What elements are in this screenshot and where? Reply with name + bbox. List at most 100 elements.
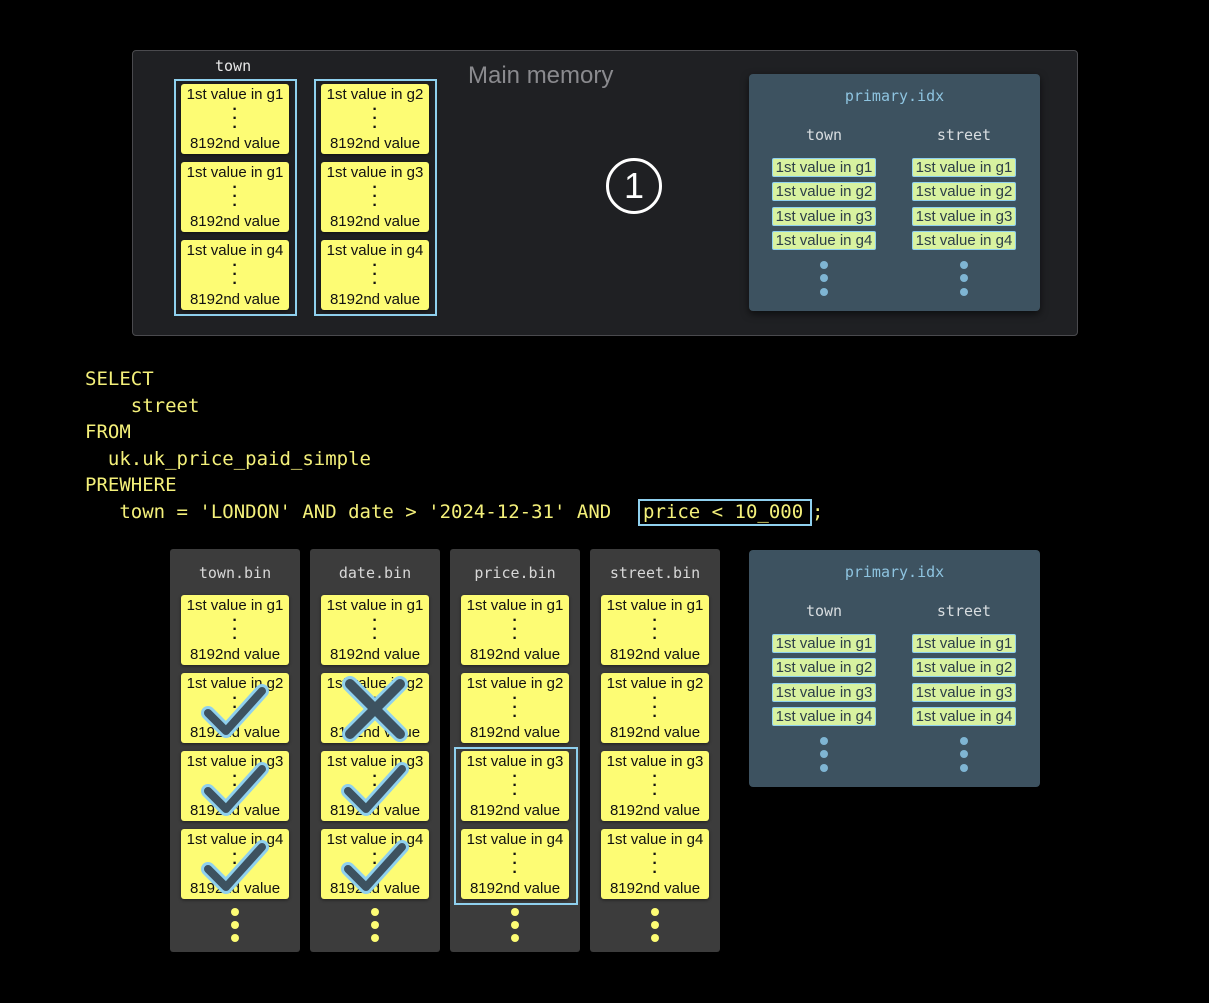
step-number: 1 [606, 158, 662, 214]
index-mark: 1st value in g3 [772, 207, 876, 226]
granule-card: 1st value in g3 · · · 8192nd value [321, 751, 429, 821]
first-value: 1st value in g3 [606, 753, 704, 770]
last-value: 8192nd value [189, 135, 281, 152]
vertical-ellipsis: · · · [372, 101, 378, 136]
last-value: 8192nd value [609, 724, 701, 741]
index-mark: 1st value in g2 [772, 182, 876, 201]
ellipsis-dot [231, 934, 239, 942]
index-mark: 1st value in g2 [912, 658, 1016, 677]
ellipsis-dot [960, 764, 968, 772]
granule-card: 1st value in g1 · · · 8192nd value [181, 84, 289, 154]
index-mark: 1st value in g2 [772, 658, 876, 677]
sql-price-filter: price < 10_000 [643, 501, 804, 523]
ellipsis-dot [820, 261, 828, 269]
vertical-ellipsis: · · · [652, 846, 658, 881]
primary-index-title: primary.idx [844, 87, 945, 105]
vertical-ellipsis: · · · [372, 690, 378, 725]
first-value: 1st value in g4 [186, 242, 284, 259]
first-value: 1st value in g2 [466, 675, 564, 692]
sql-line: street [85, 394, 200, 417]
ellipsis-dot [231, 908, 239, 916]
ellipsis-dot [651, 908, 659, 916]
column-file-title: street.bin [609, 564, 701, 582]
column-file-title: town.bin [198, 564, 272, 582]
last-value: 8192nd value [189, 646, 281, 663]
index-column-header: street [936, 126, 992, 144]
vertical-ellipsis: · · · [652, 768, 658, 803]
first-value: 1st value in g1 [186, 597, 284, 614]
index-mark: 1st value in g1 [912, 158, 1016, 177]
ellipsis-dot [511, 921, 519, 929]
ellipsis-dot [960, 261, 968, 269]
first-value: 1st value in g1 [186, 164, 284, 181]
ellipsis-dot [371, 934, 379, 942]
town-column-label: town [215, 57, 252, 75]
index-column-header: town [805, 602, 843, 620]
ellipsis-dot [651, 921, 659, 929]
last-value: 8192nd value [609, 802, 701, 819]
vertical-ellipsis: · · · [652, 690, 658, 725]
granule-card: 1st value in g4 · · · 8192nd value [601, 829, 709, 899]
vertical-ellipsis: · · · [232, 612, 238, 647]
last-value: 8192nd value [469, 802, 561, 819]
last-value: 8192nd value [329, 880, 421, 897]
granule-card: 1st value in g4 · · · 8192nd value [461, 829, 569, 899]
last-value: 8192nd value [469, 724, 561, 741]
ellipsis-dot [960, 288, 968, 296]
vertical-ellipsis: · · · [512, 690, 518, 725]
granule-card: 1st value in g4 · · · 8192nd value [181, 829, 289, 899]
granule-card: 1st value in g4 · · · 8192nd value [321, 829, 429, 899]
vertical-ellipsis: · · · [512, 612, 518, 647]
ellipsis-dot [820, 288, 828, 296]
vertical-ellipsis: · · · [512, 846, 518, 881]
last-value: 8192nd value [329, 724, 421, 741]
ellipsis-dot [820, 764, 828, 772]
column-file-title: date.bin [338, 564, 412, 582]
ellipsis-dot [820, 737, 828, 745]
index-mark: 1st value in g2 [912, 182, 1016, 201]
vertical-ellipsis: · · · [372, 257, 378, 292]
sql-line: uk.uk_price_paid_simple [85, 447, 371, 470]
ellipsis-dot [511, 908, 519, 916]
vertical-ellipsis: · · · [232, 690, 238, 725]
ellipsis-dot [371, 921, 379, 929]
vertical-ellipsis: · · · [232, 768, 238, 803]
ellipsis-dot [820, 274, 828, 282]
granule-card: 1st value in g1 · · · 8192nd value [601, 595, 709, 665]
first-value: 1st value in g4 [466, 831, 564, 848]
granule-card: 1st value in g4 · · · 8192nd value [181, 240, 289, 310]
primary-index-title: primary.idx [844, 563, 945, 581]
last-value: 8192nd value [189, 880, 281, 897]
last-value: 8192nd value [329, 291, 421, 308]
sql-line: PREWHERE [85, 474, 177, 496]
index-mark: 1st value in g4 [912, 231, 1016, 250]
last-value: 8192nd value [329, 646, 421, 663]
vertical-ellipsis: · · · [372, 846, 378, 881]
last-value: 8192nd value [189, 213, 281, 230]
main-memory-label: Main memory [468, 62, 614, 89]
granule-card: 1st value in g1 · · · 8192nd value [321, 595, 429, 665]
granule-card: 1st value in g1 · · · 8192nd value [181, 595, 289, 665]
granule-card: 1st value in g1 · · · 8192nd value [181, 162, 289, 232]
first-value: 1st value in g2 [326, 86, 424, 103]
ellipsis-dot [960, 737, 968, 745]
granule-card: 1st value in g3 · · · 8192nd value [461, 751, 569, 821]
first-value: 1st value in g1 [606, 597, 704, 614]
first-value: 1st value in g1 [466, 597, 564, 614]
granule-card: 1st value in g2 · · · 8192nd value [181, 673, 289, 743]
last-value: 8192nd value [189, 802, 281, 819]
column-file-title: price.bin [474, 564, 556, 582]
vertical-ellipsis: · · · [512, 768, 518, 803]
last-value: 8192nd value [469, 880, 561, 897]
index-mark: 1st value in g4 [772, 707, 876, 726]
index-mark: 1st value in g4 [912, 707, 1016, 726]
last-value: 8192nd value [329, 135, 421, 152]
first-value: 1st value in g4 [606, 831, 704, 848]
vertical-ellipsis: · · · [232, 846, 238, 881]
primary-index-panel: primary.idx town 1st value in g1 1st value … [749, 550, 1040, 787]
vertical-ellipsis: · · · [232, 101, 238, 136]
index-mark: 1st value in g1 [772, 158, 876, 177]
ellipsis-dot [371, 908, 379, 916]
index-mark: 1st value in g3 [912, 683, 1016, 702]
granule-card: 1st value in g2 · · · 8192nd value [321, 84, 429, 154]
